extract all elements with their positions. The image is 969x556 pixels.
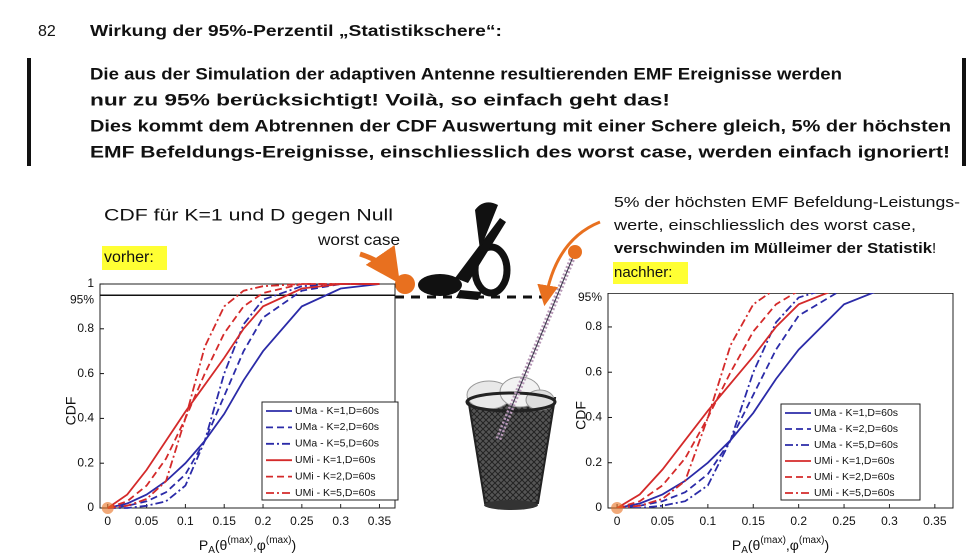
y-tick-label: 95% bbox=[578, 290, 602, 304]
x-tick-label: 0.2 bbox=[790, 514, 807, 528]
change-bar bbox=[962, 58, 966, 166]
legend-label: UMi - K=2,D=60s bbox=[295, 470, 376, 482]
legend-label: UMi - K=5,D=60s bbox=[295, 487, 376, 499]
section-title: Wirkung der 95%-Perzentil „Statistiksche… bbox=[90, 23, 502, 40]
chart-title: CDF für K=1 und D gegen Null bbox=[104, 205, 393, 224]
legend-label: UMa - K=1,D=60s bbox=[814, 407, 898, 419]
legend-label: UMi - K=1,D=60s bbox=[295, 454, 376, 466]
annotation: worst case bbox=[317, 232, 400, 249]
y-tick-label: 0.4 bbox=[77, 411, 94, 425]
x-tick-label: 0.05 bbox=[651, 514, 675, 528]
x-axis-label-part: ) bbox=[291, 537, 296, 553]
y-tick-label: 95% bbox=[70, 292, 94, 306]
x-tick-label: 0.3 bbox=[332, 514, 349, 528]
tag-label: nachher: bbox=[614, 264, 672, 281]
page: 82 Wirkung der 95%-Perzentil „Statistiks… bbox=[0, 0, 969, 556]
x-tick-label: 0.3 bbox=[881, 514, 898, 528]
origin-blob bbox=[102, 502, 114, 514]
callout-line: werte, einschliesslich des worst case, bbox=[613, 217, 916, 234]
x-axis-label-part: ,φ bbox=[253, 537, 266, 553]
statement-line: Dies kommt dem Abtrennen der CDF Auswert… bbox=[90, 117, 951, 135]
callout-line: verschwinden im Mülleimer der Statistik! bbox=[614, 240, 936, 257]
legend-label: UMa - K=2,D=60s bbox=[295, 421, 379, 433]
legend-label: UMa - K=2,D=60s bbox=[814, 423, 898, 435]
y-tick-label: 0.2 bbox=[77, 455, 94, 469]
x-axis-label-part: P bbox=[199, 537, 208, 553]
callout-line: 5% der höchsten EMF Befeldung-Leistungs- bbox=[614, 194, 960, 211]
y-tick-label: 0.8 bbox=[77, 321, 94, 335]
statement-line: nur zu 95% berücksichtigt! Voilà, so ein… bbox=[90, 91, 670, 109]
y-tick-label: 1 bbox=[87, 276, 94, 290]
y-tick-label: 0 bbox=[595, 500, 602, 514]
y-tick-label: 0 bbox=[87, 500, 94, 514]
legend-label: UMi - K=5,D=60s bbox=[814, 487, 895, 499]
x-axis-label-part: ,φ bbox=[786, 537, 799, 553]
x-tick-label: 0.25 bbox=[832, 514, 856, 528]
legend-label: UMa - K=5,D=60s bbox=[814, 439, 898, 451]
callout-end: ! bbox=[932, 240, 936, 257]
legend-label: UMa - K=5,D=60s bbox=[295, 438, 379, 450]
x-tick-label: 0.35 bbox=[923, 514, 947, 528]
worst-case-dot bbox=[395, 274, 415, 294]
statement-line: EMF Befeldungs-Ereignisse, einschliessli… bbox=[90, 143, 950, 161]
callout-emphasis: verschwinden im Mülleimer der Statistik bbox=[614, 240, 933, 257]
legend-label: UMa - K=1,D=60s bbox=[295, 405, 379, 417]
x-axis-label-part: (θ bbox=[215, 537, 228, 553]
origin-blob bbox=[611, 502, 623, 514]
x-axis-label-part: (max) bbox=[760, 535, 786, 546]
x-tick-label: 0.15 bbox=[213, 514, 237, 528]
x-tick-label: 0.35 bbox=[368, 514, 392, 528]
legend-label: UMi - K=1,D=60s bbox=[814, 455, 895, 467]
x-tick-label: 0 bbox=[614, 514, 621, 528]
x-tick-label: 0.15 bbox=[742, 514, 766, 528]
x-axis-label-part: ) bbox=[824, 537, 829, 553]
x-tick-label: 0.05 bbox=[135, 514, 159, 528]
x-axis-label-part: (max) bbox=[227, 535, 253, 546]
y-tick-label: 0.2 bbox=[585, 455, 602, 469]
worst-case-dot bbox=[568, 245, 582, 259]
statement-line: Die aus der Simulation der adaptiven Ant… bbox=[90, 65, 842, 83]
x-tick-label: 0.2 bbox=[255, 514, 272, 528]
x-axis-label-part: P bbox=[732, 537, 741, 553]
change-bar bbox=[27, 58, 31, 166]
x-axis-label-part: (θ bbox=[748, 537, 761, 553]
x-tick-label: 0.1 bbox=[700, 514, 717, 528]
x-tick-label: 0.25 bbox=[290, 514, 314, 528]
x-axis-label-part: (max) bbox=[799, 535, 825, 546]
y-tick-label: 0.6 bbox=[585, 364, 602, 378]
x-tick-label: 0 bbox=[104, 514, 111, 528]
line-number: 82 bbox=[38, 23, 56, 40]
y-tick-label: 0.6 bbox=[77, 366, 94, 380]
y-axis-label: CDF bbox=[63, 397, 79, 426]
x-tick-label: 0.1 bbox=[177, 514, 194, 528]
tag-label: vorher: bbox=[104, 249, 154, 266]
legend-label: UMi - K=2,D=60s bbox=[814, 471, 895, 483]
y-axis-label: CDF bbox=[573, 401, 589, 430]
x-axis-label-part: (max) bbox=[266, 535, 292, 546]
y-tick-label: 0.8 bbox=[585, 319, 602, 333]
